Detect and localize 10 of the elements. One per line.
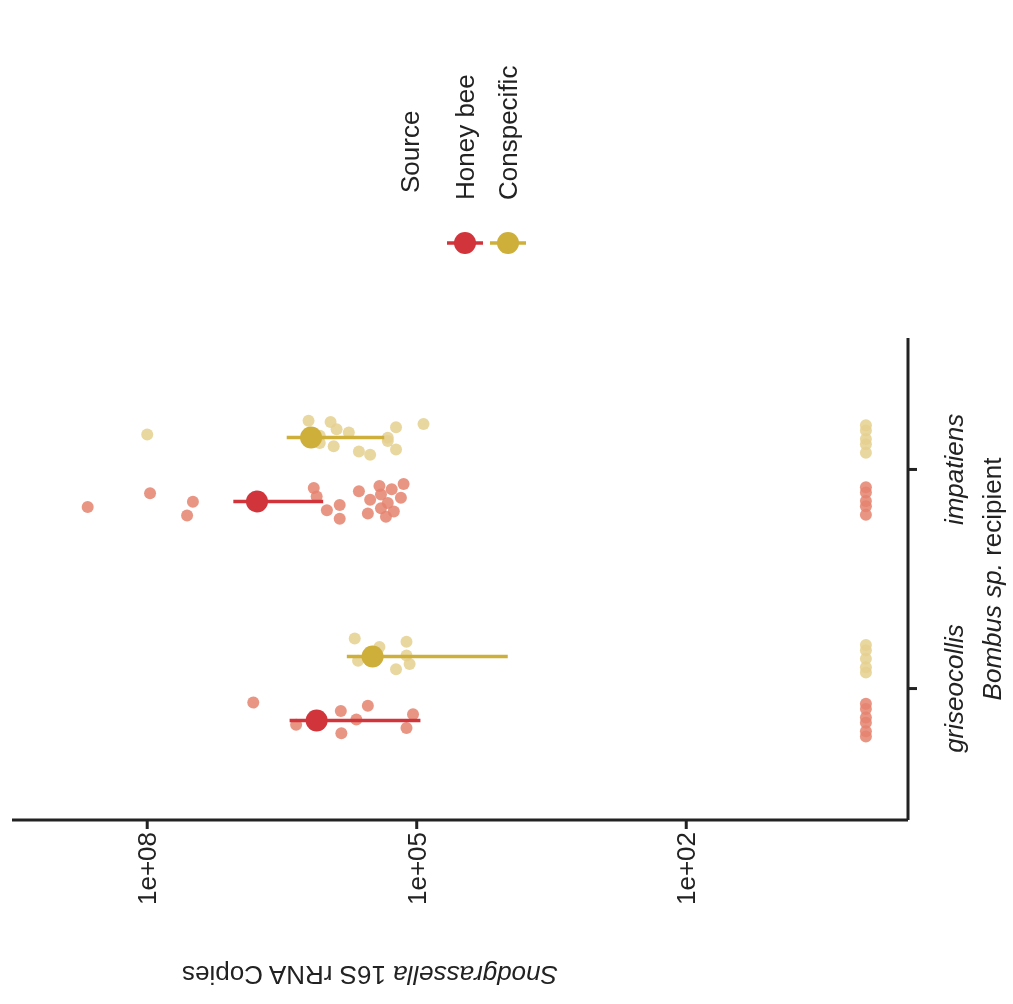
- text: Honey bee: [450, 74, 481, 200]
- text: Conspecific: [493, 65, 524, 200]
- legend-title: Source: [395, 110, 426, 193]
- x-axis-title: Snodgrassella 16S rRNA Copies: [182, 959, 558, 990]
- y-tick-label: griseocollis: [939, 624, 970, 753]
- x-tick-label: 1e+05: [401, 832, 432, 906]
- x-tick-label: 1e+02: [671, 832, 702, 906]
- y-tick-label: impatiens: [939, 413, 970, 526]
- x-tick-label: 1e+08: [132, 832, 163, 906]
- y-axis-title: Bombus sp. recipient: [977, 456, 1008, 701]
